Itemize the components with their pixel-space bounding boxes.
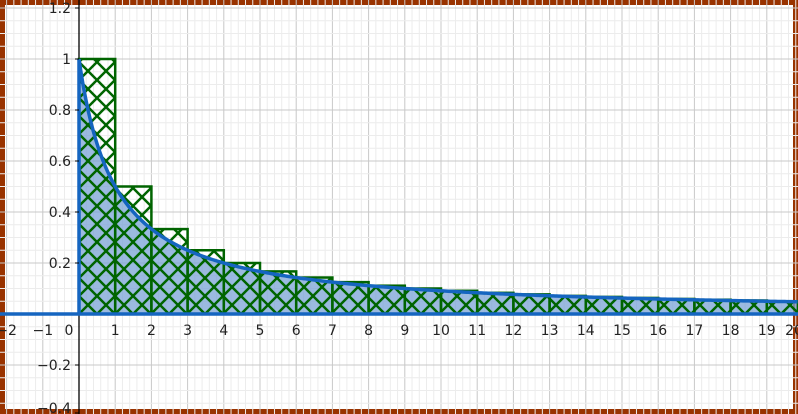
x-tick-label: 0 xyxy=(65,323,74,339)
x-tick-label: 14 xyxy=(577,323,595,339)
y-tick-label: 0.2 xyxy=(49,256,71,272)
function-curve xyxy=(77,58,798,304)
x-tick-label: 3 xyxy=(183,323,192,339)
x-tick-label: 5 xyxy=(256,323,265,339)
y-tick-label: −0.2 xyxy=(37,358,71,374)
x-tick-label: 11 xyxy=(468,323,486,339)
y-tick-label: −0.4 xyxy=(37,401,71,414)
x-tick-label: 16 xyxy=(649,323,667,339)
upper-sum-rectangle xyxy=(475,291,515,316)
x-tick-label: 19 xyxy=(758,323,776,339)
upper-sum-rectangle xyxy=(367,284,407,316)
x-tick-label: −1 xyxy=(32,323,53,339)
x-tick-label: 10 xyxy=(432,323,450,339)
upper-sum-rectangle xyxy=(294,276,334,316)
x-tick-label: 17 xyxy=(685,323,703,339)
x-tick-label: 8 xyxy=(364,323,373,339)
x-tick-label: 6 xyxy=(292,323,301,339)
y-tick-label: 1 xyxy=(62,52,71,68)
x-tick-label: 12 xyxy=(504,323,522,339)
x-tick-label: 4 xyxy=(219,323,228,339)
y-tick-label: 0.8 xyxy=(49,103,71,119)
upper-sum-rectangle xyxy=(548,294,588,316)
y-tick-label: 1.2 xyxy=(49,1,71,17)
x-tick-label: 1 xyxy=(111,323,120,339)
upper-sum-rectangle xyxy=(150,227,189,316)
upper-sum-rectangle xyxy=(403,287,443,316)
x-tick-label: −2 xyxy=(0,323,17,339)
y-tick-label: 0.4 xyxy=(49,205,71,221)
x-tick-label: 13 xyxy=(541,323,559,339)
y-tick-label: 0.6 xyxy=(49,154,71,170)
x-tick-label: 2 xyxy=(147,323,156,339)
x-tick-label: 15 xyxy=(613,323,631,339)
x-tick-label: 18 xyxy=(722,323,740,339)
upper-sum-rectangle xyxy=(439,289,479,316)
x-tick-label: 20 xyxy=(785,323,798,339)
x-tick-label: 9 xyxy=(400,323,409,339)
upper-sum-rectangle xyxy=(113,185,153,316)
x-tick-label: 7 xyxy=(328,323,337,339)
